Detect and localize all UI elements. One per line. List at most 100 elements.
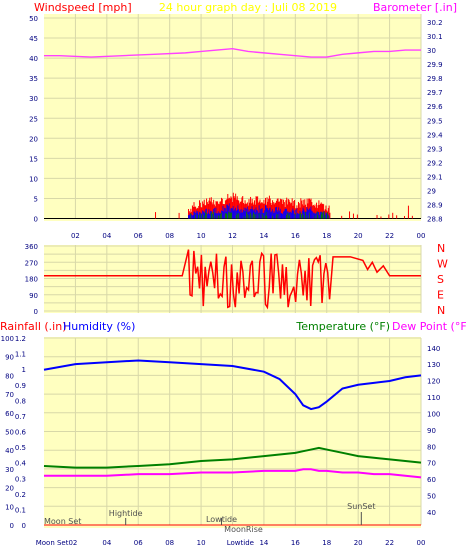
rainfall-tick-label: 0.3 xyxy=(15,475,26,483)
barometer-tick-label: 29.9 xyxy=(427,61,443,69)
barometer-tick-label: 30.1 xyxy=(427,33,443,41)
barometer-y-axis: 28.8 28.9 29 29.1 29.2 29.3 29.4 29.5 29.6 29.7 29… xyxy=(427,19,443,224)
x-tick-label: 10 xyxy=(197,232,206,240)
rainfall-tick-label: 0.9 xyxy=(15,382,26,390)
wind-tick-label: 40 xyxy=(29,55,38,63)
barometer-tick-label: 29.1 xyxy=(427,173,443,181)
temperature-tick-label: 110 xyxy=(427,394,440,402)
temperature-tick-label: 60 xyxy=(427,476,436,484)
x-tick-label: 20 xyxy=(354,232,363,240)
temperature-tick-label: 50 xyxy=(427,492,436,500)
x-tick-label: 04 xyxy=(102,232,111,240)
x-tick-label: 00 xyxy=(417,539,426,547)
rainfall-title: Rainfall (.in) xyxy=(0,320,67,333)
barometer-title: Barometer [.in] xyxy=(373,1,457,14)
rainfall-tick-label: 0.1 xyxy=(15,506,26,514)
x-tick-label: 00 xyxy=(417,232,426,240)
wind-tick-label: 0 xyxy=(34,216,38,224)
wind-tick-label: 10 xyxy=(29,175,38,183)
temperature-tick-label: 130 xyxy=(427,361,440,369)
wind-grid xyxy=(44,14,422,219)
temperature-tick-label: 120 xyxy=(427,378,440,386)
barometer-tick-label: 29.4 xyxy=(427,131,443,139)
humidity-tick-label: 30 xyxy=(5,466,14,474)
rainfall-tick-label: 0.8 xyxy=(15,397,26,405)
x-tick-label: 10 xyxy=(197,539,206,547)
x-tick-label: 22 xyxy=(385,232,394,240)
x-tick-label: 18 xyxy=(322,539,331,547)
humidity-tick-label: 0 xyxy=(10,522,14,530)
x-tick-label: 14 xyxy=(259,539,268,547)
dewpoint-line xyxy=(44,468,422,479)
direction-line xyxy=(44,249,421,310)
wind-tick-label: 35 xyxy=(29,75,38,83)
x-tick-label: 04 xyxy=(102,539,111,547)
humidity-tick-label: 50 xyxy=(5,429,14,437)
rainfall-tick-label: 0.7 xyxy=(15,413,26,421)
humidity-tick-label: 10 xyxy=(5,503,14,511)
moon-rise-label: MoonRise xyxy=(224,525,263,534)
weather-grid xyxy=(44,337,422,526)
rainfall-tick-label: 0.5 xyxy=(15,444,26,452)
x-tick-label: 06 xyxy=(134,232,143,240)
dewpoint-title: Dew Point (°F) xyxy=(392,320,466,333)
wind-tick-label: 50 xyxy=(29,15,38,23)
x-tick-label: Moon Set02 xyxy=(36,539,78,547)
temperature-tick-label: 70 xyxy=(427,460,436,468)
sunset-label: SunSet xyxy=(347,502,375,511)
rainfall-tick-label: 0.6 xyxy=(15,429,27,437)
x-tick-label: 18 xyxy=(322,232,331,240)
wind-y-axis: 0 5 10 15 20 25 30 35 40 45 50 xyxy=(29,15,38,224)
x-axis-bottom: Moon Set02 04 06 08 10 Lowtide 14 16 18 20 22 00 xyxy=(36,539,426,547)
rainfall-tick-label: 1.2 xyxy=(15,335,26,343)
barometer-tick-label: 29.2 xyxy=(427,159,443,167)
rainfall-tick-label: 0.2 xyxy=(15,491,26,499)
wind-tick-label: 45 xyxy=(29,35,38,43)
x-tick-label: 16 xyxy=(291,539,300,547)
lowtide-label: Lowtide xyxy=(206,515,237,524)
x-tick-label: 22 xyxy=(385,539,394,547)
humidity-tick-label: 90 xyxy=(5,354,14,362)
humidity-tick-label: 80 xyxy=(5,372,14,380)
wind-tick-label: 5 xyxy=(34,195,38,203)
x-tick-label: 20 xyxy=(354,539,363,547)
temperature-tick-label: 140 xyxy=(427,345,440,353)
wind-tick-label: 25 xyxy=(29,115,38,123)
barometer-line xyxy=(44,47,421,58)
rainfall-tick-label: 1.1 xyxy=(15,351,26,359)
direction-y-axis: 0 90 180 270 360 xyxy=(25,243,38,316)
x-tick-label: 16 xyxy=(291,232,300,240)
humidity-y-axis: 0 10 20 30 40 50 60 70 80 90 100 xyxy=(1,335,14,530)
barometer-tick-label: 29 xyxy=(427,187,436,195)
wind-bars xyxy=(155,192,413,219)
humidity-tick-label: 60 xyxy=(5,410,14,418)
direction-tick-label: 0 xyxy=(34,308,38,316)
temperature-tick-label: 40 xyxy=(427,509,436,517)
x-tick-label: 06 xyxy=(134,539,143,547)
x-tick-label: 08 xyxy=(165,539,174,547)
temperature-y-axis: 40 50 60 70 80 90 100 110 120 130 140 xyxy=(427,345,440,517)
barometer-tick-label: 30 xyxy=(427,47,436,55)
compass-label: S xyxy=(437,273,444,286)
chart-title: 24 hour graph day : Juli 08 2019 xyxy=(159,1,337,14)
direction-tick-label: 180 xyxy=(25,276,38,284)
compass-label: N xyxy=(437,242,445,255)
humidity-line xyxy=(43,359,422,411)
humidity-tick-label: 100 xyxy=(1,335,14,343)
rainfall-y-axis: 0 0.1 0.2 0.3 0.4 0.5 0.6 0.7 0.8 0.9 1 1.1 1.2 xyxy=(15,335,27,530)
barometer-tick-label: 29.7 xyxy=(427,89,443,97)
temperature-title: Temperature (°F) xyxy=(295,320,390,333)
wind-tick-label: 20 xyxy=(29,135,38,143)
barometer-tick-label: 29.3 xyxy=(427,145,443,153)
barometer-tick-label: 30.2 xyxy=(427,19,443,27)
humidity-tick-label: 70 xyxy=(5,391,14,399)
x-tick-label: 14 xyxy=(259,232,268,240)
windspeed-title: Windspeed [mph] xyxy=(34,1,132,14)
hightide-label: Hightide xyxy=(109,509,143,518)
barometer-tick-label: 29.5 xyxy=(427,117,443,125)
direction-tick-label: 270 xyxy=(25,259,38,267)
rainfall-tick-label: 0 xyxy=(22,522,26,530)
